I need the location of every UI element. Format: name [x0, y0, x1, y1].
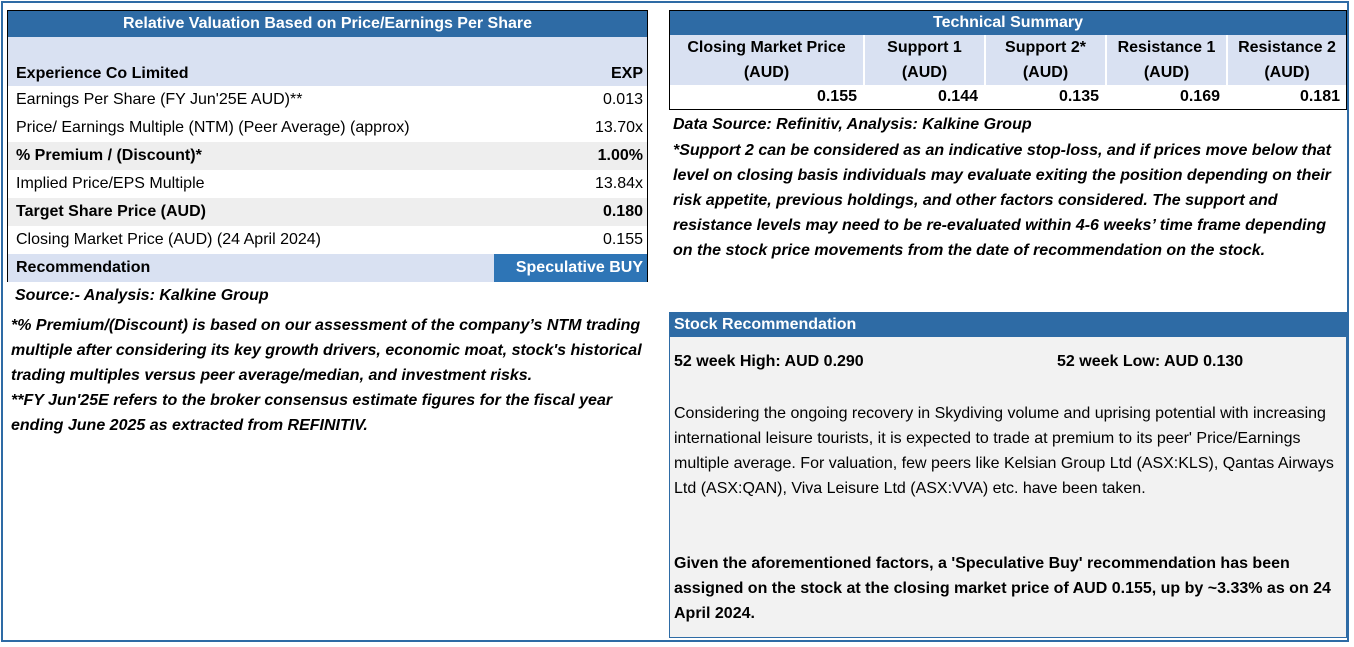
tech-column-header: Support 1 (AUD) — [865, 35, 984, 85]
valuation-source: Source:- Analysis: Kalkine Group — [15, 287, 269, 304]
recommendation-paragraph: Considering the ongoing recovery in Skyd… — [674, 405, 1334, 497]
recommendation-conclusion: Given the aforementioned factors, a 'Spe… — [674, 555, 1331, 622]
tech-column-value: 0.181 — [1299, 88, 1340, 105]
valuation-title: Relative Valuation Based on Price/Earnin… — [8, 11, 647, 37]
technical-title: Technical Summary — [670, 11, 1346, 35]
row-label: Closing Market Price (AUD) (24 April 202… — [16, 231, 321, 248]
tech-column: Resistance 2 (AUD) 0.181 — [1228, 35, 1346, 109]
table-row: Target Share Price (AUD) 0.180 — [8, 198, 647, 226]
tech-header-line2: (AUD) — [1264, 64, 1310, 81]
tech-column-value: 0.135 — [1058, 88, 1099, 105]
tech-column-value: 0.144 — [937, 88, 978, 105]
tech-header-line1: Resistance 2 — [1238, 39, 1336, 56]
tech-header-line2: (AUD) — [1143, 64, 1190, 81]
tech-header-line1: Support 1 — [887, 39, 962, 56]
table-row: % Premium / (Discount)* 1.00% — [8, 142, 647, 170]
tech-column: Resistance 1 (AUD) 0.169 — [1107, 35, 1228, 109]
row-value: 13.84x — [594, 175, 643, 192]
tech-column-header: Resistance 2 (AUD) — [1228, 35, 1346, 85]
row-value: 13.70x — [594, 119, 643, 136]
table-row: Implied Price/EPS Multiple 13.84x — [8, 170, 647, 198]
technical-summary-table: Technical Summary Closing Market Price (… — [669, 10, 1347, 110]
week-52-high: 52 week High: AUD 0.290 — [674, 353, 864, 370]
technical-source: Data Source: Refinitiv, Analysis: Kalkin… — [673, 116, 1032, 133]
row-value: 0.013 — [602, 91, 643, 108]
technical-grid: Closing Market Price (AUD) 0.155 Support… — [670, 35, 1346, 109]
company-name: Experience Co Limited — [16, 65, 189, 82]
stock-recommendation-box: Stock Recommendation 52 week High: AUD 0… — [669, 312, 1347, 638]
company-ticker: EXP — [610, 65, 643, 82]
tech-column-value: 0.155 — [816, 88, 857, 105]
row-value: 0.180 — [602, 203, 643, 220]
week-52-low: 52 week Low: AUD 0.130 — [1057, 353, 1244, 370]
recommendation-row: Recommendation Speculative BUY — [8, 254, 647, 282]
row-value: 1.00% — [597, 147, 643, 164]
tech-column-header: Resistance 1 (AUD) — [1107, 35, 1226, 85]
recommendation-value: Speculative BUY — [494, 254, 647, 282]
valuation-spacer — [8, 37, 647, 62]
technical-note: *Support 2 can be considered as an indic… — [673, 142, 1331, 259]
note-premium: *% Premium/(Discount) is based on our as… — [11, 317, 642, 384]
stock-recommendation-title: Stock Recommendation — [670, 313, 1346, 337]
tech-column: Support 2* (AUD) 0.135 — [986, 35, 1107, 109]
recommendation-label: Recommendation — [16, 259, 151, 276]
table-row: Closing Market Price (AUD) (24 April 202… — [8, 226, 647, 254]
valuation-notes: *% Premium/(Discount) is based on our as… — [11, 313, 643, 438]
valuation-table: Relative Valuation Based on Price/Earnin… — [7, 10, 648, 282]
tech-column-header: Support 2* (AUD) — [986, 35, 1105, 85]
row-label: Earnings Per Share (FY Jun'25E AUD)** — [16, 91, 303, 108]
tech-column: Support 1 (AUD) 0.144 — [865, 35, 986, 109]
row-label: Price/ Earnings Multiple (NTM) (Peer Ave… — [16, 119, 410, 136]
row-label: Target Share Price (AUD) — [16, 203, 206, 220]
note-fy: **FY Jun'25E refers to the broker consen… — [11, 392, 613, 434]
tech-header-line1: Closing Market Price — [687, 39, 846, 56]
table-row: Price/ Earnings Multiple (NTM) (Peer Ave… — [8, 114, 647, 142]
tech-header-line1: Resistance 1 — [1117, 39, 1216, 56]
row-value: 0.155 — [602, 231, 643, 248]
tech-column-header: Closing Market Price (AUD) — [670, 35, 863, 85]
row-label: % Premium / (Discount)* — [16, 147, 202, 164]
tech-header-line2: (AUD) — [743, 64, 790, 81]
table-row: Earnings Per Share (FY Jun'25E AUD)** 0.… — [8, 86, 647, 114]
tech-header-line2: (AUD) — [901, 64, 948, 81]
tech-column-value: 0.169 — [1179, 88, 1220, 105]
tech-header-line1: Support 2* — [1005, 39, 1086, 56]
tech-column: Closing Market Price (AUD) 0.155 — [670, 35, 865, 109]
row-label: Implied Price/EPS Multiple — [16, 175, 205, 192]
tech-header-line2: (AUD) — [1022, 64, 1069, 81]
valuation-header-row: Experience Co Limited EXP — [8, 62, 647, 86]
